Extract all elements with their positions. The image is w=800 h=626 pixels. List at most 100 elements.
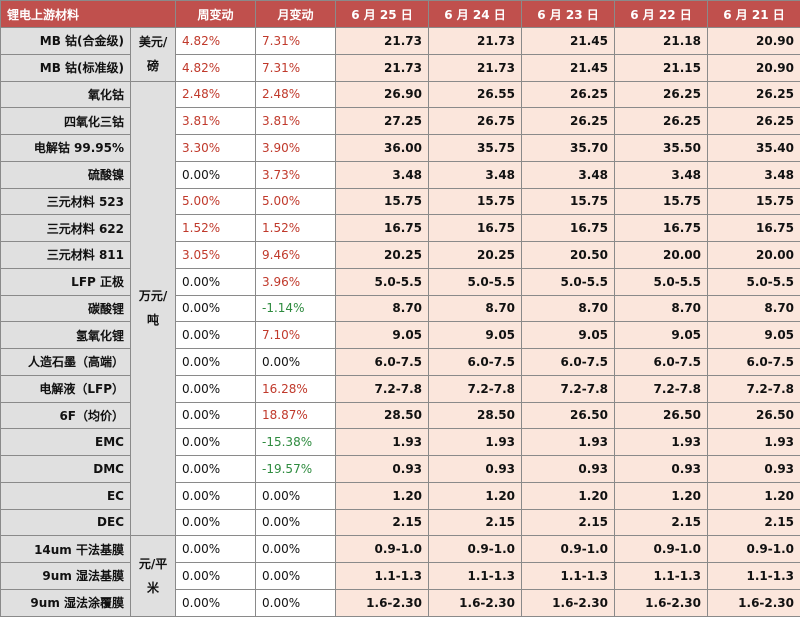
- price-value: 20.50: [521, 241, 616, 269]
- header-date: 6 月 22 日: [614, 0, 709, 28]
- month-change: 0.00%: [255, 588, 337, 617]
- price-value: 15.75: [335, 187, 430, 216]
- price-value: 8.70: [428, 294, 523, 323]
- price-value: 1.6-2.30: [707, 588, 800, 617]
- price-value: 5.0-5.5: [335, 267, 430, 296]
- header-month-change: 月变动: [255, 0, 337, 28]
- price-value: 35.70: [521, 134, 616, 162]
- price-value: 20.00: [614, 241, 709, 269]
- week-change: 0.00%: [175, 562, 257, 590]
- price-value: 6.0-7.5: [428, 348, 523, 376]
- price-value: 21.45: [521, 27, 616, 55]
- price-value: 6.0-7.5: [335, 348, 430, 376]
- price-value: 0.9-1.0: [521, 535, 616, 563]
- price-value: 0.9-1.0: [335, 535, 430, 563]
- week-change: 3.05%: [175, 241, 257, 269]
- price-value: 0.93: [428, 455, 523, 483]
- month-change: 7.10%: [255, 321, 337, 349]
- price-value: 26.50: [521, 401, 616, 430]
- price-value: 1.6-2.30: [335, 588, 430, 617]
- header-week-change: 周变动: [175, 0, 257, 28]
- material-name: 9um 湿法基膜: [0, 562, 131, 590]
- price-value: 35.75: [428, 134, 523, 162]
- week-change: 0.00%: [175, 160, 257, 189]
- price-value: 3.48: [614, 160, 709, 189]
- price-value: 26.25: [614, 107, 709, 135]
- price-value: 1.1-1.3: [521, 562, 616, 590]
- table-row: 6F（均价） 0.00% 18.87% 28.50 28.50 26.50 26.50 26.…: [0, 401, 800, 430]
- price-value: 3.48: [707, 160, 800, 189]
- price-value: 7.2-7.8: [614, 374, 709, 403]
- price-value: 7.2-7.8: [521, 374, 616, 403]
- month-change: 2.48%: [255, 80, 337, 109]
- week-change: 0.00%: [175, 588, 257, 617]
- price-value: 15.75: [707, 187, 800, 216]
- table-row: 9um 湿法基膜 0.00% 0.00% 1.1-1.3 1.1-1.3 1.1-1.3 1…: [0, 562, 800, 590]
- price-value: 3.48: [335, 160, 430, 189]
- month-change: 0.00%: [255, 481, 337, 510]
- week-change: 0.00%: [175, 321, 257, 349]
- price-value: 27.25: [335, 107, 430, 135]
- table-row: 四氧化三钴 3.81% 3.81% 27.25 26.75 26.25 26.25 26.25: [0, 107, 800, 135]
- price-value: 9.05: [428, 321, 523, 349]
- table-row: LFP 正极 0.00% 3.96% 5.0-5.5 5.0-5.5 5.0-5.5 5.0…: [0, 267, 800, 296]
- price-value: 1.1-1.3: [707, 562, 800, 590]
- month-change: -19.57%: [255, 455, 337, 483]
- price-value: 1.93: [521, 428, 616, 456]
- price-value: 21.45: [521, 53, 616, 82]
- material-name: 14um 干法基膜: [0, 535, 131, 563]
- price-value: 5.0-5.5: [521, 267, 616, 296]
- month-change: 7.31%: [255, 53, 337, 82]
- week-change: 0.00%: [175, 428, 257, 456]
- price-value: 26.90: [335, 80, 430, 109]
- week-change: 0.00%: [175, 294, 257, 323]
- price-value: 2.15: [614, 508, 709, 537]
- price-value: 28.50: [335, 401, 430, 430]
- price-value: 5.0-5.5: [428, 267, 523, 296]
- price-value: 0.93: [614, 455, 709, 483]
- price-value: 1.6-2.30: [521, 588, 616, 617]
- price-value: 1.93: [707, 428, 800, 456]
- price-value: 21.73: [335, 27, 430, 55]
- month-change: -15.38%: [255, 428, 337, 456]
- price-value: 8.70: [335, 294, 430, 323]
- price-value: 6.0-7.5: [707, 348, 800, 376]
- month-change: 0.00%: [255, 508, 337, 537]
- week-change: 0.00%: [175, 481, 257, 510]
- price-value: 35.40: [707, 134, 800, 162]
- month-change: 7.31%: [255, 27, 337, 55]
- material-name: MB 钴(标准级): [0, 53, 131, 82]
- month-change: -1.14%: [255, 294, 337, 323]
- header-date: 6 月 23 日: [521, 0, 616, 28]
- price-value: 1.1-1.3: [614, 562, 709, 590]
- price-value: 2.15: [428, 508, 523, 537]
- price-value: 9.05: [521, 321, 616, 349]
- price-value: 9.05: [707, 321, 800, 349]
- material-name: 三元材料 523: [0, 187, 131, 216]
- header-row: 锂电上游材料 周变动 月变动 6 月 25 日 6 月 24 日 6 月 23 …: [0, 0, 800, 28]
- price-value: 2.15: [335, 508, 430, 537]
- week-change: 5.00%: [175, 187, 257, 216]
- price-value: 9.05: [614, 321, 709, 349]
- table-row: DMC 0.00% -19.57% 0.93 0.93 0.93 0.93 0.93: [0, 455, 800, 483]
- price-value: 0.93: [707, 455, 800, 483]
- price-value: 26.75: [428, 107, 523, 135]
- price-value: 0.9-1.0: [707, 535, 800, 563]
- price-value: 36.00: [335, 134, 430, 162]
- price-value: 21.73: [428, 27, 523, 55]
- material-name: 氧化钴: [0, 80, 131, 109]
- price-value: 1.20: [614, 481, 709, 510]
- price-value: 2.15: [707, 508, 800, 537]
- price-value: 20.25: [335, 241, 430, 269]
- table-row: 氢氧化锂 0.00% 7.10% 9.05 9.05 9.05 9.05 9.05: [0, 321, 800, 349]
- table-row: 碳酸锂 0.00% -1.14% 8.70 8.70 8.70 8.70 8.70: [0, 294, 800, 323]
- price-value: 21.73: [428, 53, 523, 82]
- price-value: 21.73: [335, 53, 430, 82]
- price-value: 1.1-1.3: [335, 562, 430, 590]
- table-row: MB 钴(标准级) 4.82% 7.31% 21.73 21.73 21.45 21.15 2…: [0, 53, 800, 82]
- unit-label: 万元/吨: [129, 80, 177, 537]
- material-name: 硫酸镍: [0, 160, 131, 189]
- month-change: 0.00%: [255, 535, 337, 563]
- price-value: 2.15: [521, 508, 616, 537]
